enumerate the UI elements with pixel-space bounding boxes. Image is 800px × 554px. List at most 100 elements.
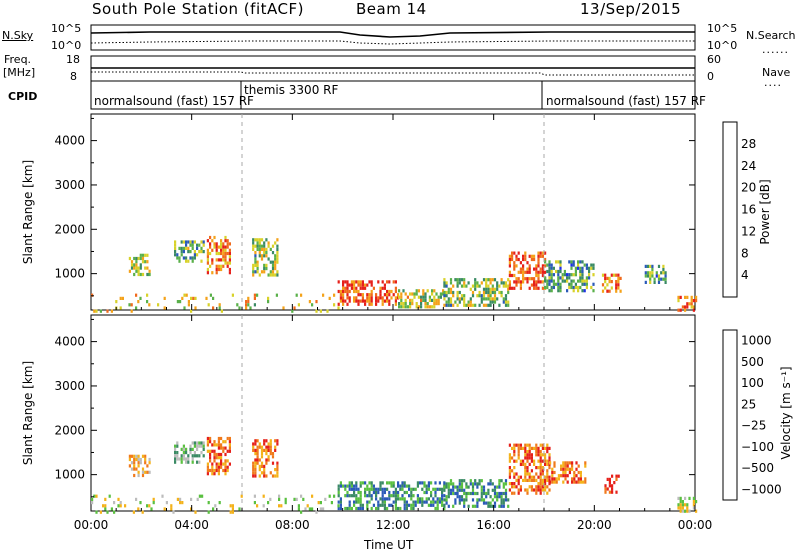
heatmap-cell [443,284,446,288]
heatmap-cell [541,446,544,450]
heatmap-cell [588,273,591,277]
heatmap-cell [392,500,395,504]
heatmap-cell [187,460,190,464]
heatmap-cell [135,293,138,297]
heatmap-cell [256,260,259,264]
heatmap-cell [584,464,587,468]
heatmap-cell [515,283,518,287]
heatmap-cell [212,296,215,300]
heatmap-cell [254,448,257,452]
heatmap-cell [276,442,279,446]
heatmap-cell [174,451,177,455]
heatmap-cell [559,289,562,293]
heatmap-cell [502,300,505,304]
heatmap-cell [465,498,468,502]
heatmap-cell [254,263,257,267]
heatmap-cell [209,440,212,444]
heatmap-cell [137,454,140,458]
heatmap-cell [476,498,479,502]
heatmap-cell [487,290,490,295]
heatmap-cell [381,302,384,306]
heatmap-cell [192,296,195,300]
heatmap-cell [487,284,490,288]
heatmap-cell [364,299,367,303]
heatmap-cell [211,248,214,252]
heatmap-cell [211,465,214,469]
heatmap-cell [215,456,218,460]
heatmap-cell [649,280,652,284]
nsearch-legend-dots: ...... [762,43,789,56]
heatmap-cell [530,254,533,258]
heatmap-cell [260,455,264,459]
heatmap-cell [493,488,497,492]
heatmap-cell [193,256,196,260]
heatmap-cell [196,497,199,501]
heatmap-cell [590,285,593,290]
heatmap-cell [433,298,436,302]
heatmap-cell [190,507,193,511]
heatmap-cell [104,507,107,511]
heatmap-cell [182,454,185,458]
heatmap-cell [463,281,466,285]
heatmap-cell [537,251,540,255]
heatmap-cell [445,300,448,304]
freq-label-line2: [MHz] [3,66,36,79]
heatmap-cell [458,501,461,505]
heatmap-cell [548,263,551,267]
heatmap-cell [308,300,311,304]
heatmap-cell [218,306,221,310]
heatmap-cell [386,280,389,284]
heatmap-cell [372,484,375,488]
heatmap-cell [399,497,402,501]
heatmap-cell [215,462,218,466]
heatmap-cell [519,261,522,265]
heatmap-cell [224,245,227,249]
heatmap-cell [441,487,444,491]
heatmap-cell [119,306,122,310]
heatmap-cell [198,243,201,247]
heatmap-cell [141,256,145,261]
heatmap-cell [681,500,684,504]
heatmap-cell [224,248,227,252]
heatmap-cell [604,490,607,494]
heatmap-cell [394,280,397,284]
heatmap-cell [209,459,212,463]
heatmap-cell [489,294,492,298]
heatmap-cell [441,503,444,507]
heatmap-cell [211,468,214,473]
heatmap-cell [322,507,325,511]
heatmap-cell [546,279,549,283]
heatmap-cell [692,496,695,500]
heatmap-cell [191,240,194,244]
heatmap-cell [394,299,397,303]
heatmap-cell [187,240,190,244]
heatmap-cell [513,286,516,290]
heatmap-cell [458,290,461,295]
heatmap-cell [535,264,538,268]
heatmap-cell [200,444,203,448]
heatmap-cell [144,461,147,465]
heatmap-cell [460,479,464,483]
heatmap-cell [445,495,448,499]
heatmap-cell [252,468,255,472]
heatmap-cell [226,239,229,243]
heatmap-cell [577,266,580,270]
heatmap-cell [252,448,255,452]
heatmap-cell [249,306,252,310]
heatmap-cell [163,296,166,300]
heatmap-cell [489,290,492,295]
heatmap-cell [189,447,192,451]
heatmap-cell [471,488,475,492]
heatmap-cell [174,447,177,451]
heatmap-cell [386,299,389,303]
heatmap-cell [209,468,212,473]
nave-line [91,71,695,76]
heatmap-cell [368,500,371,504]
heatmap-cell [615,474,618,478]
heatmap-cell [213,245,216,249]
heatmap-cell [368,280,371,284]
heatmap-cell [258,273,261,277]
heatmap-cell [502,498,505,502]
heatmap-cell [474,479,477,483]
heatmap-cell [198,250,201,254]
